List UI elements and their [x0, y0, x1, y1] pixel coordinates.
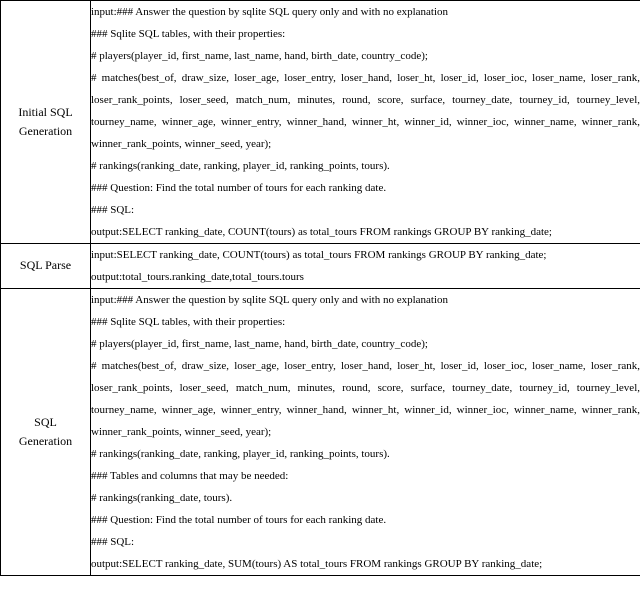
row-initial-sql-generation: Initial SQL Generation input:### Answer …	[1, 1, 640, 244]
row3-line6: ### Tables and columns that may be neede…	[91, 465, 640, 487]
row2-content-cell: input:SELECT ranking_date, COUNT(tours) …	[91, 244, 640, 289]
sql-example-table: Initial SQL Generation input:### Answer …	[0, 0, 640, 576]
row3-label-line2: Generation	[19, 434, 72, 448]
row2-label: SQL Parse	[20, 258, 71, 272]
row3-content-cell: input:### Answer the question by sqlite …	[91, 289, 640, 576]
row1-line7: ### SQL:	[91, 199, 640, 221]
row2-line2: output:total_tours.ranking_date,total_to…	[91, 266, 640, 288]
row2-line1: input:SELECT ranking_date, COUNT(tours) …	[91, 244, 640, 266]
row3-line8: ### Question: Find the total number of t…	[91, 509, 640, 531]
row1-content-cell: input:### Answer the question by sqlite …	[91, 1, 640, 244]
row1-label-line2: Generation	[19, 124, 72, 138]
row-sql-parse: SQL Parse input:SELECT ranking_date, COU…	[1, 244, 640, 289]
row1-line8: output:SELECT ranking_date, COUNT(tours)…	[91, 221, 640, 243]
row3-line9: ### SQL:	[91, 531, 640, 553]
row-sql-generation: SQL Generation input:### Answer the ques…	[1, 289, 640, 576]
row3-label-line1: SQL	[34, 415, 57, 429]
row3-line7: # rankings(ranking_date, tours).	[91, 487, 640, 509]
row1-label-line1: Initial SQL	[18, 105, 72, 119]
row3-line4: # matches(best_of, draw_size, loser_age,…	[91, 355, 640, 443]
row1-line6: ### Question: Find the total number of t…	[91, 177, 640, 199]
row3-line5: # rankings(ranking_date, ranking, player…	[91, 443, 640, 465]
row3-label-cell: SQL Generation	[1, 289, 91, 576]
row2-label-cell: SQL Parse	[1, 244, 91, 289]
row3-line2: ### Sqlite SQL tables, with their proper…	[91, 311, 640, 333]
row1-line2: ### Sqlite SQL tables, with their proper…	[91, 23, 640, 45]
row1-label-cell: Initial SQL Generation	[1, 1, 91, 244]
row1-line3: # players(player_id, first_name, last_na…	[91, 45, 640, 67]
row3-line1: input:### Answer the question by sqlite …	[91, 289, 640, 311]
row1-line5: # rankings(ranking_date, ranking, player…	[91, 155, 640, 177]
row1-line4: # matches(best_of, draw_size, loser_age,…	[91, 67, 640, 155]
row3-line10: output:SELECT ranking_date, SUM(tours) A…	[91, 553, 640, 575]
row3-line3: # players(player_id, first_name, last_na…	[91, 333, 640, 355]
row1-line1: input:### Answer the question by sqlite …	[91, 1, 640, 23]
